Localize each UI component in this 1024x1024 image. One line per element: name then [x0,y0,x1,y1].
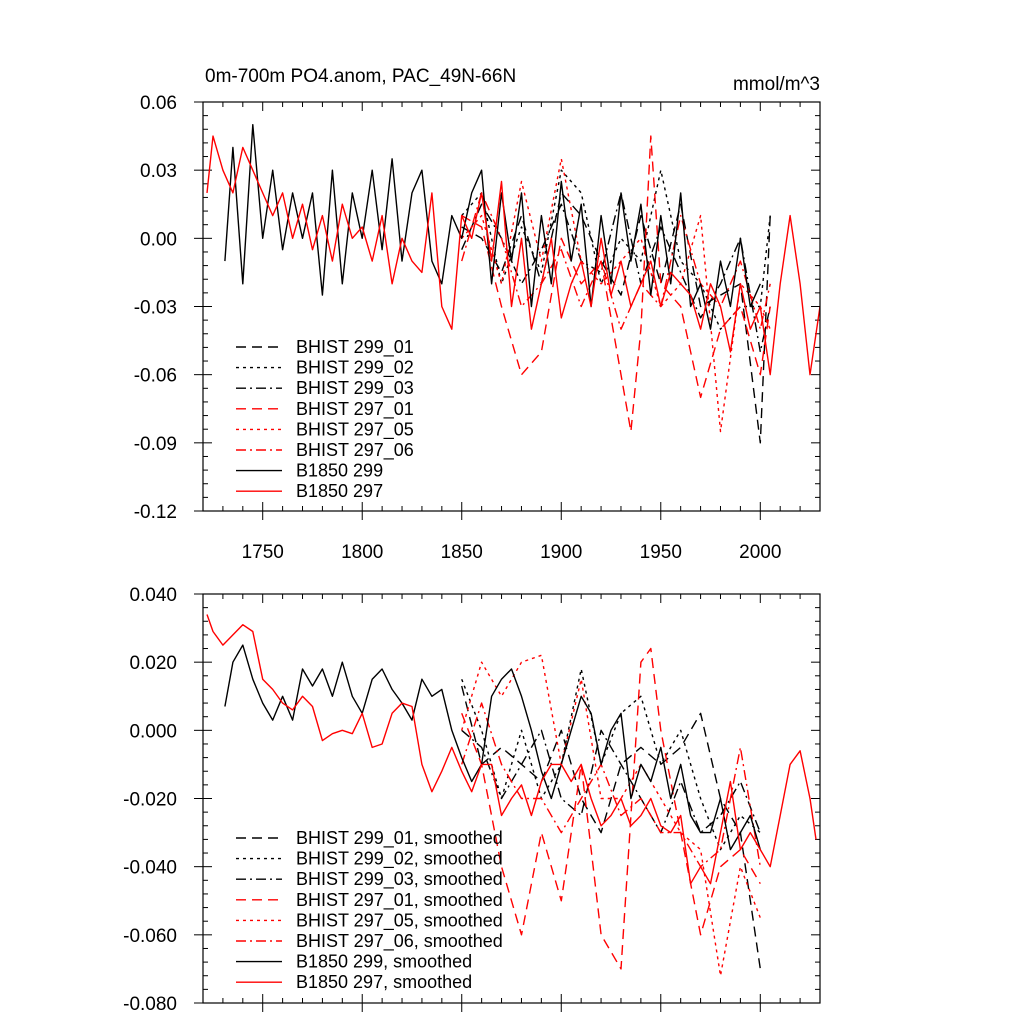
top-panel-title: 0m-700m PO4.anom, PAC_49N-66N [205,66,516,87]
bottom-series-lines [206,614,817,977]
legend-label: BHIST 299_03 [296,378,414,399]
top-y-ticks: 0.06 0.03 0.00 -0.03 -0.06 -0.09 -0.12 [134,93,820,523]
y-tick-label: 0.000 [129,721,177,742]
bottom-plot-frame [202,593,821,1004]
legend-label: BHIST 297_01 [296,399,414,420]
series-line-5 [461,158,771,433]
series-line-1 [461,685,761,970]
series-line-2 [461,668,761,851]
bottom-panel: 0.0400.0200.000-0.020-0.040-0.060-0.080 … [123,585,821,1015]
series-line-2 [461,169,771,330]
legend-label: B1850 297 [296,481,383,501]
y-tick-label: -0.03 [134,298,177,319]
series-line-8 [206,614,817,885]
y-tick-label: -0.06 [134,366,177,387]
legend-label: BHIST 297_05, smoothed [296,910,503,931]
legend-label: BHIST 299_03, smoothed [296,869,503,890]
legend-label: BHIST 297_05 [296,419,414,440]
legend-label: BHIST 297_01, smoothed [296,890,503,911]
legend-label: BHIST 297_06, smoothed [296,931,503,952]
top-panel-units: mmol/m^3 [733,74,820,95]
legend-label: BHIST 299_02 [296,358,414,379]
y-tick-label: -0.12 [134,502,177,523]
x-tick-label: 1800 [341,542,383,563]
series-line-7 [224,644,761,851]
legend-label: B1850 297, smoothed [296,972,472,992]
legend-label: BHIST 299_02, smoothed [296,849,503,870]
y-tick-label: -0.040 [123,858,177,879]
bottom-y-ticks: 0.040 0.020 0.000 -0.020 -0.040 -0.060 -0.080 [123,585,820,1015]
legend-label: B1850 299, smoothed [296,952,472,972]
y-tick-label: -0.09 [134,434,177,455]
y-tick-label: 0.00 [140,229,177,250]
top-plot-frame [202,101,821,512]
series-line-6 [461,702,761,868]
legend-label: BHIST 299_01, smoothed [296,828,503,849]
x-tick-label: 2000 [739,542,781,563]
x-tick-label: 1950 [640,542,682,563]
series-line-4 [461,647,761,970]
x-tick-label: 1850 [441,542,483,563]
bottom-x-ticks [202,594,821,1012]
legend-label: B1850 299 [296,461,383,481]
top-series-lines [206,123,820,444]
series-line-3 [461,192,771,353]
y-tick-label: -0.060 [123,926,177,947]
series-line-7 [224,123,761,330]
top-panel: 0m-700m PO4.anom, PAC_49N-66N mmol/m^3 0… [134,66,821,563]
y-tick-label: 0.06 [140,93,177,114]
legend-label: BHIST 299_01 [296,337,414,358]
legend-label: BHIST 297_06 [296,440,414,461]
x-tick-label: 1750 [242,542,284,563]
y-tick-label: 0.03 [140,161,177,182]
y-tick-label: -0.020 [123,790,177,811]
series-line-8 [206,135,820,376]
series-line-4 [461,135,771,433]
y-tick-label: 0.040 [129,585,177,606]
y-tick-label: 0.020 [129,653,177,674]
y-tick-label: -0.080 [123,994,177,1015]
x-tick-label: 1900 [540,542,582,563]
